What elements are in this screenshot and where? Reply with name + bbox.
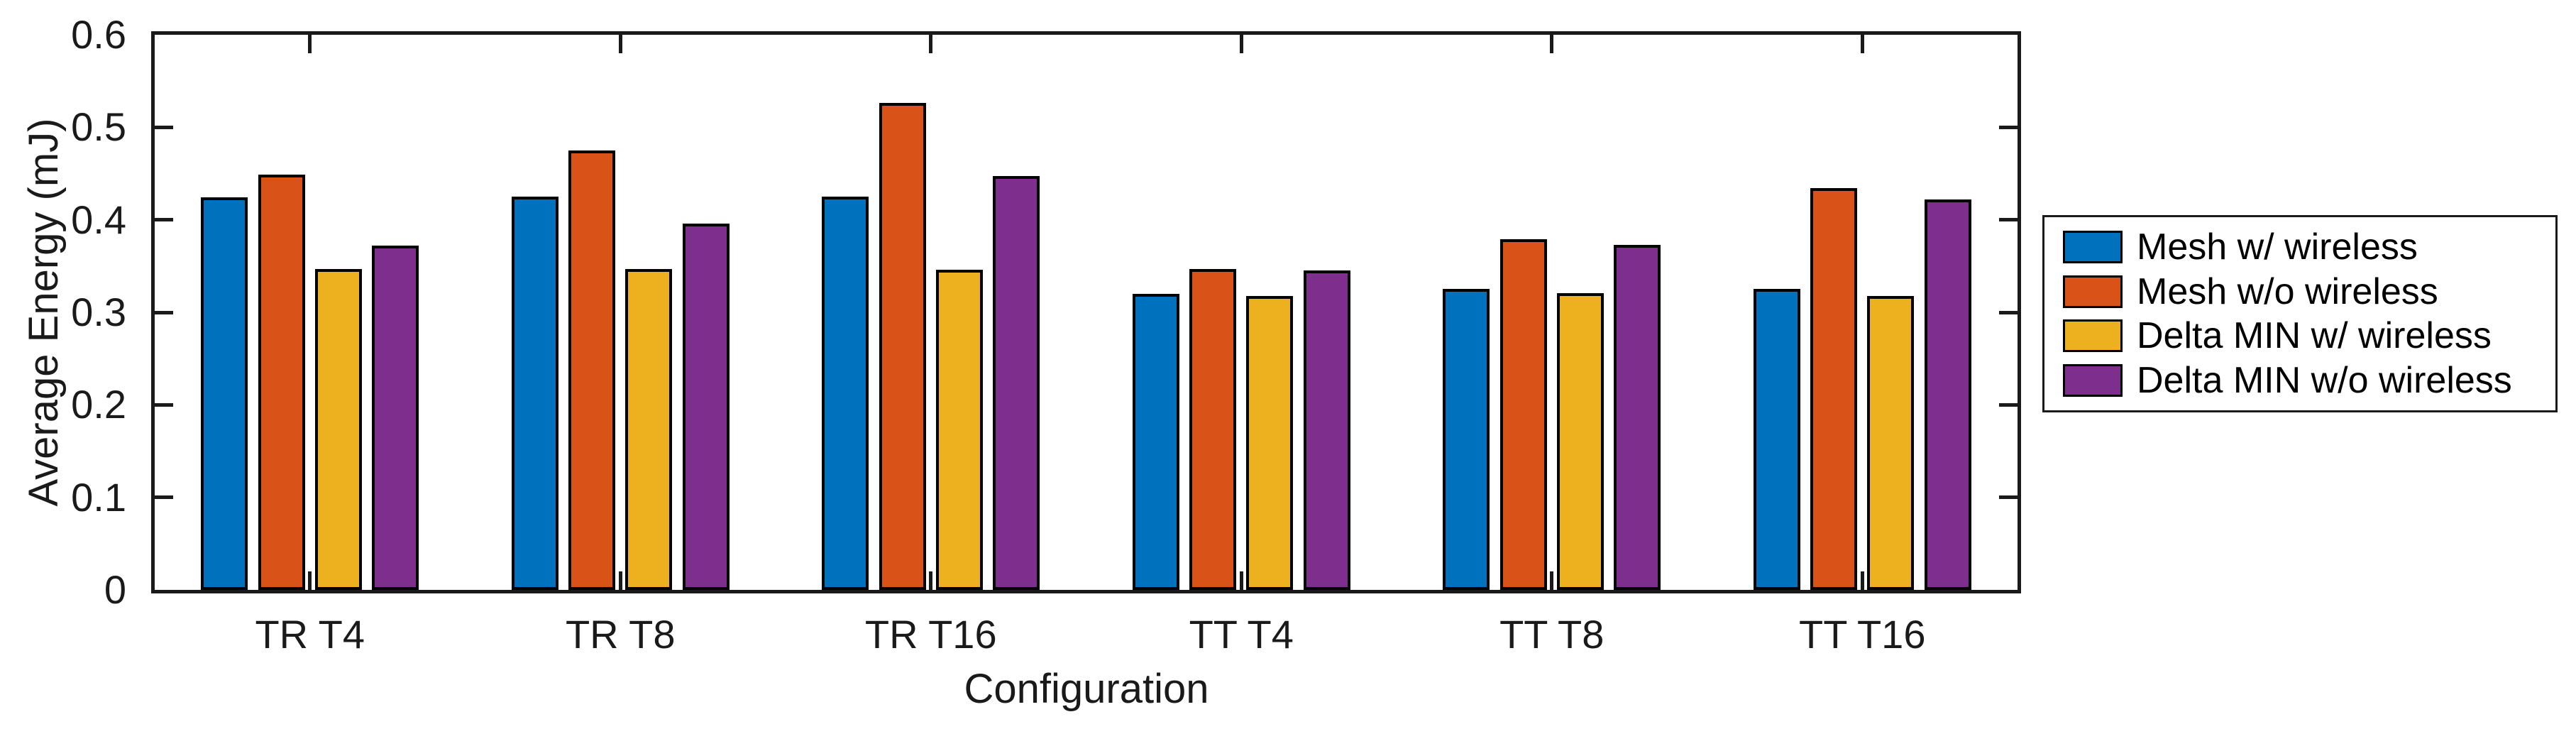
x-tick-top xyxy=(1550,35,1554,53)
x-tick-bottom xyxy=(1550,571,1554,590)
bar xyxy=(1867,295,1915,590)
x-tick-bottom xyxy=(1239,571,1243,590)
bar xyxy=(1246,295,1294,590)
bar xyxy=(1924,199,1971,590)
x-axis-label: Configuration xyxy=(964,666,1209,712)
legend-swatch xyxy=(2063,275,2123,308)
bar xyxy=(1810,188,1858,590)
x-tick-label: TR T16 xyxy=(864,612,997,657)
x-tick-top xyxy=(618,35,622,53)
legend-item: Delta MIN w/o wireless xyxy=(2063,359,2548,401)
bar xyxy=(372,246,419,590)
x-tick-label: TT T4 xyxy=(1189,612,1294,657)
y-tick-right xyxy=(1999,125,2018,129)
bar xyxy=(1499,239,1547,590)
y-tick-left xyxy=(155,218,173,222)
legend-swatch xyxy=(2063,363,2123,397)
x-tick-label: TR T4 xyxy=(255,612,365,657)
y-tick-left xyxy=(155,495,173,500)
y-tick-right xyxy=(1999,495,2018,500)
bar xyxy=(1753,289,1800,590)
x-tick-bottom xyxy=(618,571,622,590)
y-tick-label: 0.4 xyxy=(71,197,126,242)
bar xyxy=(201,197,248,590)
bar xyxy=(511,197,558,590)
y-tick-right xyxy=(1999,402,2018,407)
x-tick-top xyxy=(929,35,933,53)
legend-swatch xyxy=(2063,231,2123,263)
bar xyxy=(1443,289,1490,590)
bar xyxy=(1556,292,1604,590)
legend-swatch xyxy=(2063,319,2123,353)
bar xyxy=(568,150,616,590)
y-tick-left xyxy=(155,125,173,129)
bar xyxy=(1189,268,1237,590)
y-tick-label: 0.5 xyxy=(71,104,126,150)
x-tick-bottom xyxy=(929,571,933,590)
x-tick-top xyxy=(308,35,312,53)
bar xyxy=(935,270,983,590)
y-tick-label: 0 xyxy=(104,567,126,612)
x-tick-bottom xyxy=(308,571,312,590)
bar xyxy=(258,174,305,590)
bar xyxy=(993,176,1040,590)
bar xyxy=(822,197,869,590)
bar xyxy=(625,268,673,590)
legend-item: Mesh w/ wireless xyxy=(2063,226,2548,268)
legend-item: Mesh w/o wireless xyxy=(2063,270,2548,312)
x-tick-label: TT T8 xyxy=(1499,612,1605,657)
y-tick-label: 0.1 xyxy=(71,474,126,520)
y-tick-right xyxy=(1999,218,2018,222)
legend-item-label: Mesh w/o wireless xyxy=(2137,270,2438,312)
legend-item-label: Mesh w/ wireless xyxy=(2137,226,2418,268)
x-tick-bottom xyxy=(1860,571,1864,590)
y-axis-label: Average Energy (mJ) xyxy=(21,118,67,507)
x-tick-top xyxy=(1239,35,1243,53)
x-tick-label: TT T16 xyxy=(1799,612,1926,657)
y-tick-right xyxy=(1999,310,2018,314)
bar xyxy=(1614,244,1661,590)
y-tick-label: 0.6 xyxy=(71,12,126,57)
legend-item: Delta MIN w/ wireless xyxy=(2063,315,2548,357)
bar xyxy=(314,268,362,590)
bar xyxy=(1132,293,1179,590)
legend-item-label: Delta MIN w/ wireless xyxy=(2137,315,2492,357)
y-tick-left xyxy=(155,310,173,314)
plot-area xyxy=(151,31,2021,593)
x-tick-top xyxy=(1860,35,1864,53)
y-tick-label: 0.2 xyxy=(71,382,126,427)
y-tick-label: 0.3 xyxy=(71,290,126,334)
legend-item-label: Delta MIN w/o wireless xyxy=(2137,359,2512,401)
bar xyxy=(1303,270,1350,590)
y-tick-left xyxy=(155,402,173,407)
x-tick-label: TR T8 xyxy=(565,612,676,657)
bar xyxy=(682,223,730,590)
bar xyxy=(879,103,926,590)
legend: Mesh w/ wireless Mesh w/o wireless Delta M… xyxy=(2042,215,2558,412)
